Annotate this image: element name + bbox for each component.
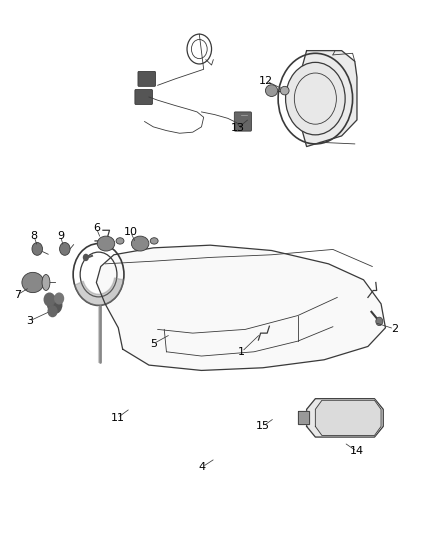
Circle shape [286,62,345,135]
Text: 3: 3 [26,316,33,326]
Polygon shape [302,51,357,147]
Circle shape [48,296,62,313]
Ellipse shape [280,86,289,95]
Text: 5: 5 [150,339,157,349]
Text: 11: 11 [110,413,124,423]
Circle shape [48,306,57,317]
Polygon shape [298,411,309,424]
Circle shape [60,243,70,255]
Ellipse shape [131,236,149,251]
FancyBboxPatch shape [234,112,251,131]
Circle shape [32,243,42,255]
Circle shape [83,254,89,261]
Text: 2: 2 [391,324,398,334]
Ellipse shape [97,236,115,251]
Text: 6: 6 [93,223,100,233]
Circle shape [44,293,55,306]
Ellipse shape [42,274,50,290]
Polygon shape [96,245,385,370]
Text: 4: 4 [199,462,206,472]
FancyBboxPatch shape [138,71,155,86]
Text: 7: 7 [14,290,21,300]
Text: 9: 9 [57,231,64,240]
Text: 10: 10 [124,227,138,237]
Text: 8: 8 [30,231,37,240]
Text: 15: 15 [256,422,270,431]
Ellipse shape [265,85,278,96]
Text: 12: 12 [259,76,273,86]
Ellipse shape [116,238,124,244]
Ellipse shape [22,272,44,293]
Polygon shape [307,399,383,437]
Text: 13: 13 [231,123,245,133]
Ellipse shape [150,238,158,244]
Wedge shape [74,278,124,305]
Text: 14: 14 [350,447,364,456]
Circle shape [376,317,383,326]
Polygon shape [315,400,381,435]
Text: 1: 1 [238,347,245,357]
FancyBboxPatch shape [135,90,152,104]
Circle shape [55,293,64,304]
